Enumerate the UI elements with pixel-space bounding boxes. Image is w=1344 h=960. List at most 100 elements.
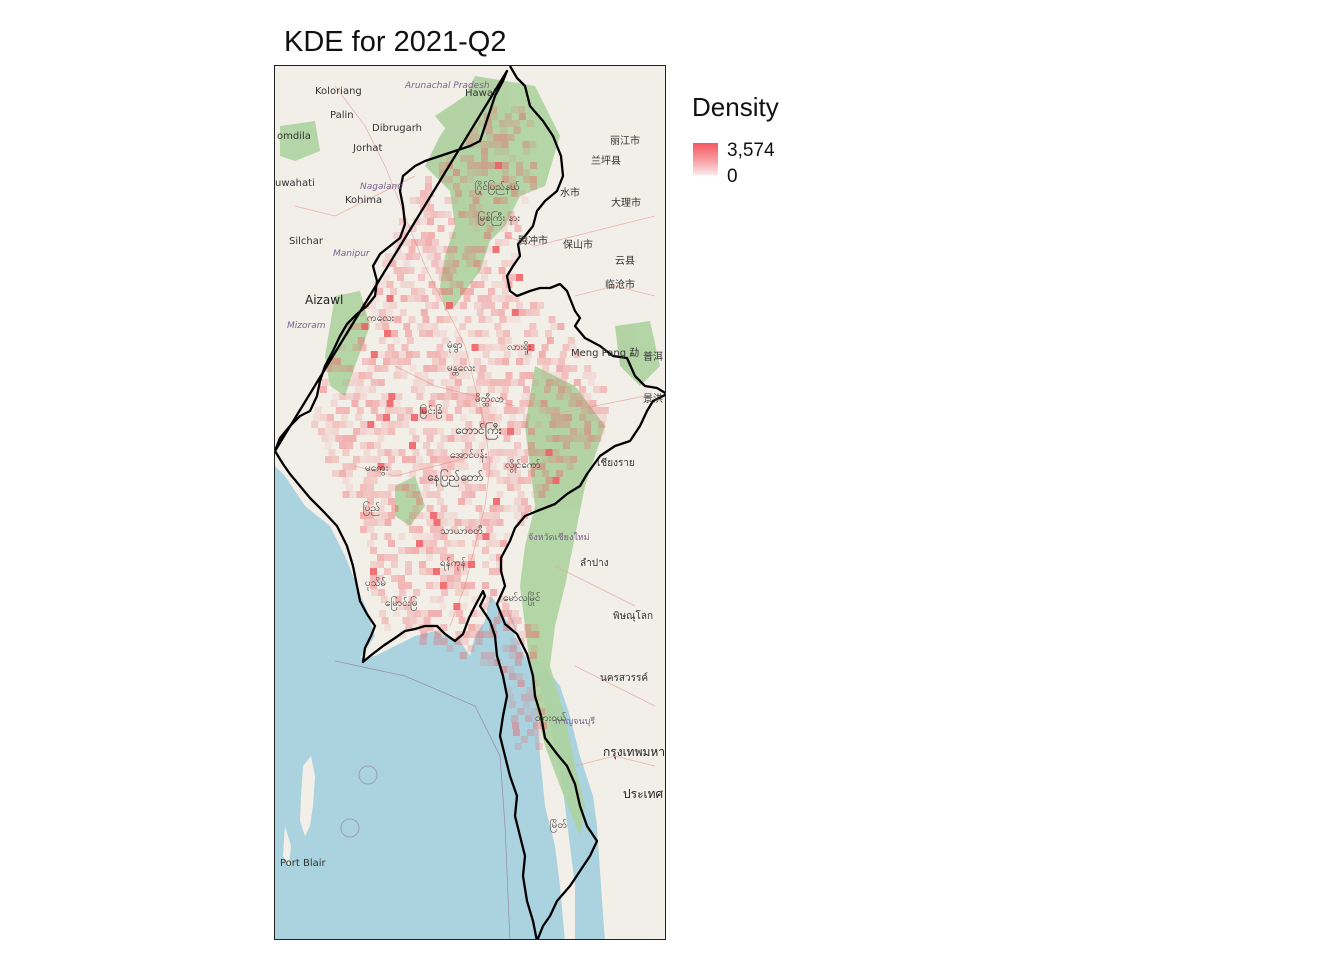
- density-cell: [508, 260, 516, 267]
- density-cell: [524, 351, 532, 358]
- density-cell: [376, 288, 383, 295]
- density-cell: [453, 358, 460, 365]
- density-cell: [474, 358, 481, 365]
- density-cell: [502, 176, 509, 183]
- density-cell: [357, 337, 365, 344]
- density-cell: [409, 470, 416, 477]
- map-label: 云县: [615, 255, 635, 267]
- density-cell: [426, 351, 434, 358]
- density-cell: [405, 491, 413, 498]
- density-cell: [384, 330, 391, 337]
- density-cell: [463, 372, 471, 379]
- map-label: Port Blair: [280, 858, 327, 869]
- density-cell: [517, 708, 525, 715]
- density-cell: [476, 631, 484, 638]
- density-cell: [469, 218, 476, 225]
- map-panel[interactable]: Koloriang Arunachal Pradesh Hawai Palin …: [274, 65, 666, 940]
- map-label: ထားဝယ်: [535, 711, 567, 724]
- density-cell: [446, 386, 453, 393]
- density-cell: [554, 372, 562, 379]
- density-cell: [472, 526, 479, 533]
- density-cell: [454, 463, 462, 470]
- map-label: Silchar: [289, 236, 324, 247]
- density-cell: [521, 421, 529, 428]
- density-cell: [507, 617, 515, 624]
- density-cell: [436, 596, 444, 603]
- density-cell: [402, 617, 410, 624]
- density-cell: [502, 239, 510, 246]
- density-cell: [405, 582, 412, 589]
- density-cell: [349, 379, 357, 386]
- density-cell: [454, 561, 461, 568]
- density-cell: [488, 162, 495, 169]
- density-cell: [409, 442, 416, 449]
- forest-area: [615, 321, 660, 386]
- density-cell: [509, 155, 516, 162]
- density-cell: [545, 379, 553, 386]
- density-cell: [514, 743, 522, 750]
- density-cell: [412, 351, 420, 358]
- density-cell: [377, 351, 385, 358]
- density-cell: [570, 393, 578, 400]
- density-cell: [504, 337, 512, 344]
- density-cell: [440, 554, 447, 561]
- density-cell: [412, 533, 420, 540]
- map-label: uwahati: [275, 178, 315, 189]
- density-cell: [517, 379, 525, 386]
- density-cell: [440, 351, 448, 358]
- density-cell: [423, 365, 431, 372]
- density-cell: [488, 414, 495, 421]
- density-cell: [444, 197, 452, 204]
- density-cell: [487, 652, 495, 659]
- density-cell: [531, 708, 539, 715]
- density-cell: [514, 442, 521, 449]
- density-cell: [448, 232, 456, 239]
- density-cell: [488, 302, 495, 309]
- density-cell: [482, 463, 490, 470]
- density-cell: [433, 624, 441, 631]
- density-cell: [514, 512, 521, 519]
- density-cell: [417, 323, 425, 330]
- density-cell: [395, 365, 403, 372]
- density-cell: [517, 351, 525, 358]
- density-cell: [405, 547, 412, 554]
- density-cell: [435, 610, 442, 617]
- density-cell: [526, 372, 534, 379]
- density-cell: [388, 540, 395, 547]
- density-cell: [400, 281, 408, 288]
- density-cell: [383, 302, 390, 309]
- density-cell: [600, 414, 607, 421]
- density-cell: [370, 568, 377, 575]
- density-cell: [471, 127, 479, 134]
- density-cell: [492, 344, 500, 351]
- basemap[interactable]: Koloriang Arunachal Pradesh Hawai Palin …: [275, 66, 666, 940]
- density-cell: [580, 407, 588, 414]
- density-cell: [594, 407, 602, 414]
- density-cell: [394, 316, 402, 323]
- density-cell: [400, 295, 408, 302]
- density-cell: [446, 645, 454, 652]
- density-cell: [507, 456, 514, 463]
- density-cell: [398, 575, 405, 582]
- density-cell: [542, 456, 549, 463]
- density-cell: [371, 589, 379, 596]
- density-cell: [353, 456, 360, 463]
- density-cell: [463, 400, 471, 407]
- density-cell: [325, 442, 332, 449]
- density-cell: [377, 519, 385, 526]
- density-cell: [458, 617, 466, 624]
- density-cell: [459, 652, 467, 659]
- density-cell: [351, 372, 359, 379]
- density-cell: [433, 477, 441, 484]
- density-cell: [419, 547, 426, 554]
- density-cell: [475, 379, 483, 386]
- density-cell: [320, 414, 327, 421]
- density-cell: [500, 393, 508, 400]
- density-cell: [468, 253, 476, 260]
- density-cell: [391, 449, 399, 456]
- density-cell: [404, 358, 411, 365]
- density-cell: [473, 260, 481, 267]
- density-cell: [475, 624, 483, 631]
- density-cell: [510, 407, 518, 414]
- density-cell: [542, 470, 549, 477]
